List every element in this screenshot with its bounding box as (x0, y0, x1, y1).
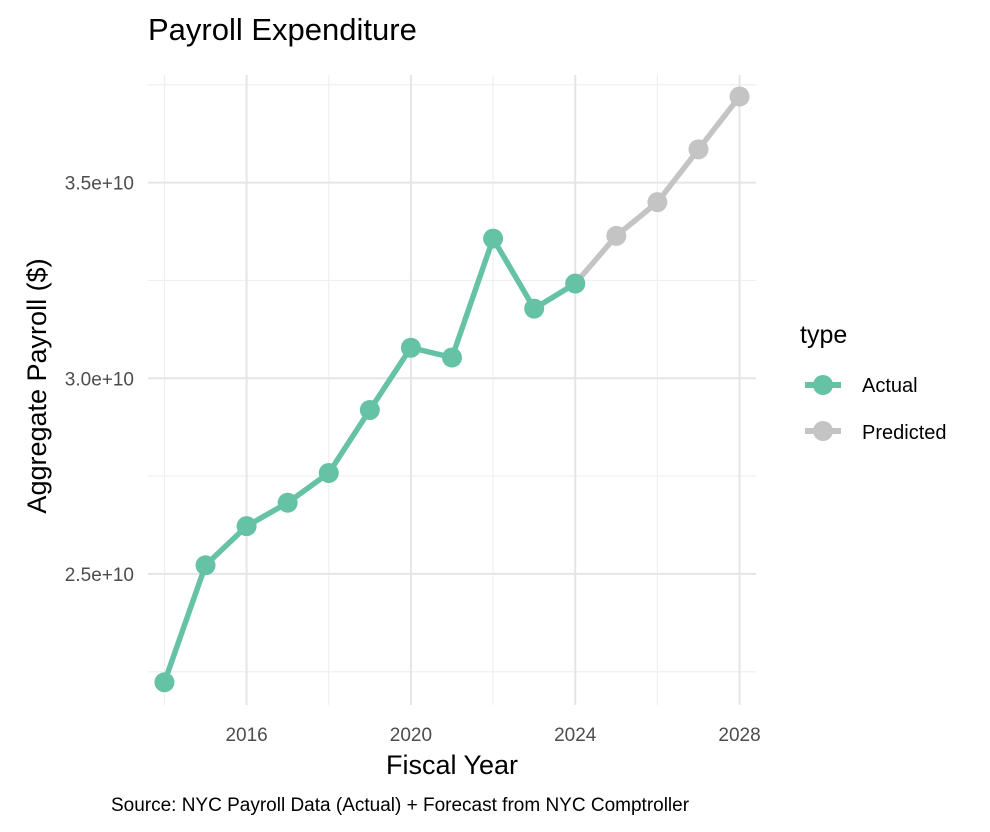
data-point-actual (318, 462, 339, 483)
chart-title: Payroll Expenditure (148, 12, 417, 47)
data-point-actual (277, 492, 298, 513)
y-axis-ticks: 2.5e+10 3.0e+10 3.5e+10 (65, 174, 134, 586)
x-axis-title: Fiscal Year (386, 750, 518, 780)
legend-item-predicted: Predicted (805, 421, 947, 444)
data-point-predicted (729, 86, 750, 107)
data-point-actual (483, 228, 504, 249)
legend-label-actual: Actual (862, 375, 918, 397)
x-tick-label: 2024 (554, 725, 597, 746)
data-point-actual (442, 347, 462, 368)
series-line-actual (161, 235, 578, 686)
x-tick-label: 2016 (225, 725, 267, 746)
x-tick-label: 2020 (390, 725, 432, 746)
data-point-actual (524, 298, 545, 319)
series-layer (154, 86, 750, 693)
data-point-actual (359, 399, 380, 420)
legend-key-actual-point (813, 375, 833, 395)
source-caption: Source: NYC Payroll Data (Actual) + Fore… (111, 795, 690, 816)
legend: type Actual Predicted (800, 321, 947, 444)
legend-label-predicted: Predicted (862, 422, 947, 444)
y-tick-label: 2.5e+10 (65, 565, 134, 586)
data-point-predicted (647, 192, 668, 213)
legend-item-actual: Actual (805, 375, 918, 397)
x-tick-label: 2028 (718, 725, 760, 746)
data-point-actual (400, 337, 421, 358)
series-actual (154, 228, 586, 693)
legend-title: type (800, 321, 847, 349)
data-point-actual (154, 672, 175, 693)
y-tick-label: 3.5e+10 (65, 174, 134, 195)
data-point-actual (195, 555, 216, 576)
data-point-predicted (606, 225, 627, 246)
x-axis-ticks: 2016 2020 2024 2028 (225, 725, 760, 746)
legend-key-predicted-point (813, 421, 833, 441)
data-point-actual (565, 273, 586, 294)
y-axis-title: Aggregate Payroll ($) (22, 258, 52, 513)
y-tick-label: 3.0e+10 (65, 369, 134, 390)
grid (148, 75, 756, 705)
data-point-actual (236, 516, 257, 537)
data-point-predicted (688, 139, 709, 160)
